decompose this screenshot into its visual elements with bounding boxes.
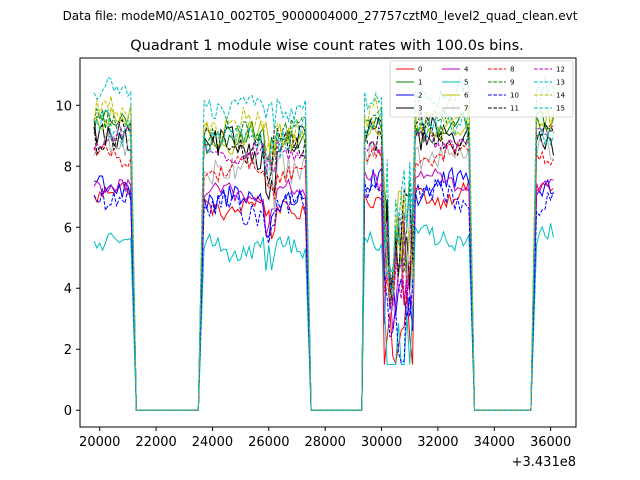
x-tick-label: 34000 — [474, 435, 515, 450]
x-offset-label: +3.431e8 — [512, 455, 576, 470]
x-tick-label: 24000 — [192, 435, 233, 450]
series-line-12 — [93, 123, 554, 411]
legend-label-14: 14 — [556, 92, 565, 100]
x-tick-label: 22000 — [135, 435, 176, 450]
legend-label-9: 9 — [510, 79, 514, 87]
axes-frame — [79, 57, 577, 428]
legend-label-15: 15 — [556, 105, 565, 113]
legend-label-0: 0 — [418, 66, 422, 74]
y-tick-label: 8 — [64, 160, 72, 175]
legend-label-4: 4 — [464, 66, 469, 74]
suptitle: Data file: modeM0/AS1A10_002T05_90000040… — [63, 9, 578, 23]
series-line-2 — [94, 166, 554, 411]
legend-label-7: 7 — [464, 105, 468, 113]
y-tick-label: 10 — [55, 99, 72, 114]
series-line-11 — [93, 110, 554, 411]
y-tick-label: 0 — [64, 404, 72, 419]
legend-label-5: 5 — [464, 79, 468, 87]
legend-label-2: 2 — [418, 92, 422, 100]
legend-label-12: 12 — [556, 66, 565, 74]
x-tick-label: 26000 — [248, 435, 289, 450]
series-line-0 — [93, 179, 554, 411]
series-line-10 — [93, 178, 554, 411]
legend-label-3: 3 — [418, 105, 422, 113]
legend-label-6: 6 — [464, 92, 469, 100]
legend-box — [389, 60, 574, 118]
legend-label-8: 8 — [510, 66, 514, 74]
series-line-5 — [93, 223, 554, 411]
y-tick-label: 6 — [64, 221, 72, 236]
x-axis: 20000 22000 24000 26000 28000 30000 32000 34000… — [79, 427, 571, 450]
y-axis: 0 2 4 6 8 10 — [55, 99, 80, 419]
x-tick-label: 28000 — [305, 435, 346, 450]
chart-title: Quadrant 1 module wise count rates with … — [130, 38, 524, 54]
y-tick-label: 4 — [64, 282, 72, 297]
legend-label-11: 11 — [510, 105, 519, 113]
series-line-4 — [93, 167, 554, 411]
x-tick-label: 36000 — [530, 435, 571, 450]
y-tick-label: 2 — [64, 343, 72, 358]
legend-label-10: 10 — [510, 92, 519, 100]
x-tick-label: 20000 — [79, 435, 120, 450]
legend-label-1: 1 — [418, 79, 422, 87]
x-tick-label: 30000 — [361, 435, 402, 450]
series-line-9 — [93, 106, 554, 411]
legend-label-13: 13 — [556, 79, 565, 87]
series-line-8 — [93, 141, 554, 411]
x-tick-label: 32000 — [417, 435, 458, 450]
